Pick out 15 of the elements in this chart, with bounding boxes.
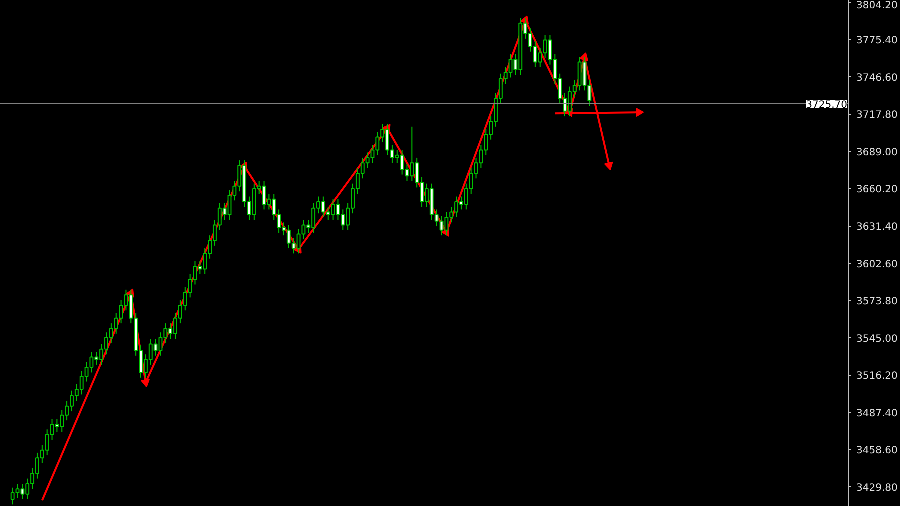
y-tick-label: 3631.40 [856,222,898,234]
y-tick-label: 3458.60 [856,446,898,457]
y-tick-label: 3429.80 [856,482,898,494]
y-tick-label: 3487.40 [856,408,898,420]
y-tick-label: 3746.60 [856,72,898,84]
y-tick-label: 3717.80 [856,110,898,122]
y-tick-label: 3602.60 [856,259,898,270]
y-tick-label: 3545.00 [856,334,898,345]
y-tick-label: 3775.40 [856,36,898,47]
y-tick-label: 3660.20 [856,184,898,196]
y-tick-label: 3804.20 [856,0,898,12]
y-tick-label: 3573.80 [856,296,898,308]
y-tick-label: 3516.20 [856,371,898,382]
ref-line-label: 3725.70 [806,100,848,112]
y-tick-label: 3689.00 [856,147,898,158]
